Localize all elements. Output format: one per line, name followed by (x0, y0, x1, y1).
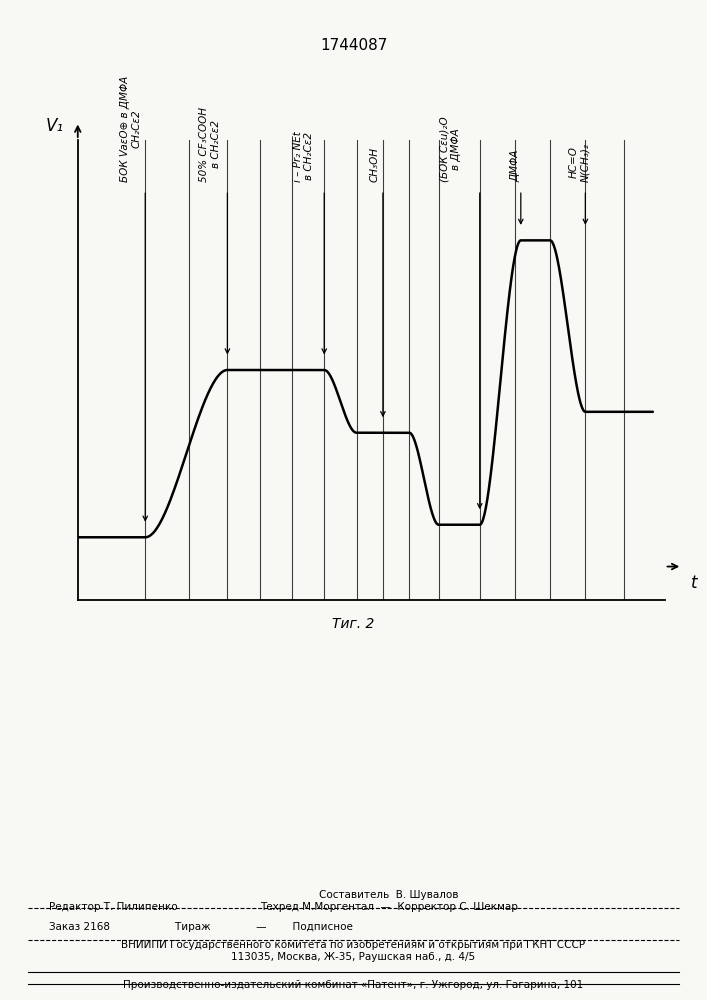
Text: Редактор Т. Пилипенко: Редактор Т. Пилипенко (49, 902, 178, 912)
Text: Производственно-издательский комбинат «Патент», г. Ужгород, ул. Гагарина, 101: Производственно-издательский комбинат «П… (124, 980, 583, 990)
Text: t: t (691, 574, 698, 592)
Text: V₁: V₁ (45, 117, 64, 135)
Text: 113035, Москва, Ж-35, Раушская наб., д. 4/5: 113035, Москва, Ж-35, Раушская наб., д. … (231, 952, 476, 962)
Text: 50% CF₃COOH
в CH₂Cε2: 50% CF₃COOH в CH₂Cε2 (199, 107, 221, 182)
Text: HC=O
N(CH₃)₂: HC=O N(CH₃)₂ (568, 143, 590, 182)
Text: Τиг. 2: Τиг. 2 (332, 617, 375, 631)
Text: CH₃OH: CH₃OH (369, 147, 379, 182)
Text: ВНИИПИ Государственного комитета по изобретениям и открытиям при ГКНТ СССР: ВНИИПИ Государственного комитета по изоб… (122, 940, 585, 950)
Text: Составитель  В. Шувалов: Составитель В. Шувалов (319, 890, 459, 900)
Text: БОК VaεО⊕ в ДМΦА
CH₂Cε2: БОК VaεО⊕ в ДМΦА CH₂Cε2 (119, 76, 141, 182)
Text: (БОК Cεu)₂O
в ДМΦА: (БОК Cεu)₂O в ДМΦА (440, 116, 461, 182)
Text: ДМΦА: ДМΦА (510, 149, 520, 182)
Text: Заказ 2168                    Тираж              —        Подписное: Заказ 2168 Тираж — Подписное (49, 922, 354, 932)
Text: Техред М.Моргентал  —  Корректор С. Шекмар: Техред М.Моргентал — Корректор С. Шекмар (260, 902, 518, 912)
Text: 1744087: 1744087 (320, 38, 387, 53)
Text: i – Pr₂ NEt
в CH₂Cε2: i – Pr₂ NEt в CH₂Cε2 (293, 131, 315, 182)
